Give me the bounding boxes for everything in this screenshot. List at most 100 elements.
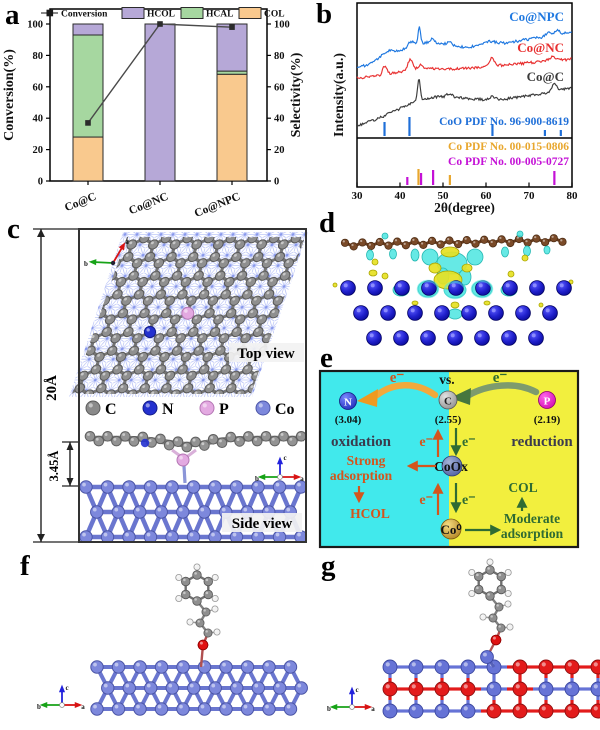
svg-text:Co@NC: Co@NC <box>517 40 564 55</box>
svg-text:Co@NPC: Co@NPC <box>509 9 564 24</box>
panel-e-label: e <box>320 342 333 374</box>
panel-f-co-slab-model: c b a <box>37 563 308 716</box>
svg-text:b: b <box>255 475 259 483</box>
svg-text:0: 0 <box>38 177 43 188</box>
svg-text:c: c <box>65 684 68 692</box>
top-view-label-bg <box>229 343 304 362</box>
coox-label: CoOx <box>434 459 468 474</box>
panel-g-label: g <box>321 550 336 582</box>
moderate-label: Moderate <box>504 511 560 526</box>
reduction-zone-bg <box>449 371 578 547</box>
svg-text:Co PDF No. 00-015-0806: Co PDF No. 00-015-0806 <box>448 141 569 153</box>
x-axis-title: 2θ(degree) <box>434 200 495 215</box>
cobalt-slab-side-view <box>80 480 305 541</box>
svg-text:Intensity(a.u.): Intensity(a.u.) <box>332 53 347 137</box>
svg-text:Conversion: Conversion <box>61 10 108 20</box>
electron-flow-arrow-to-n <box>373 382 439 399</box>
svg-text:a: a <box>371 705 375 713</box>
electron-label-down2: e⁻ <box>462 493 476 508</box>
curve-Co@C <box>356 79 573 127</box>
panel-d-charge-density <box>332 230 574 346</box>
legend-P-label: P <box>219 401 229 418</box>
graphene-side-view <box>84 431 307 484</box>
electron-flow-arrowhead-to-n <box>357 389 378 407</box>
vs-label: vs. <box>439 372 454 387</box>
panel-a-bar-chart: 0 0 20 20 40 40 60 60 80 80 100 100 Conversion HCOL HC… <box>2 7 304 220</box>
p-atom-sphere <box>538 391 556 409</box>
cinnamyl-molecule <box>175 563 221 668</box>
stacked-bars <box>72 23 248 182</box>
legend-N-label: N <box>162 401 174 418</box>
c-atom-symbol: C <box>444 396 452 408</box>
side-view-label: Side view <box>232 516 293 532</box>
conversion-line <box>85 21 235 126</box>
top-view-axis-indicator: ba <box>84 238 129 268</box>
co0-sphere <box>440 518 462 540</box>
p-atom-symbol: P <box>544 396 551 408</box>
bar-HCOL-Co@NPC <box>216 23 248 72</box>
svg-text:a: a <box>300 475 304 483</box>
svg-text:80: 80 <box>274 51 285 62</box>
structure-box-border <box>78 228 307 543</box>
gap-dimension: 3.45Å <box>47 441 79 487</box>
panel-b-xrd-plot: CoO PDF No. 96-900-8619 Co PDF No. 00-015… <box>332 2 579 215</box>
svg-text:0: 0 <box>274 177 279 188</box>
n-atom-symbol: N <box>344 397 352 409</box>
reduction-label: reduction <box>511 434 573 450</box>
svg-text:c: c <box>283 454 286 462</box>
svg-text:Selectivity(%): Selectivity(%) <box>289 52 304 137</box>
bar-HCOL-Co@NC <box>144 23 176 182</box>
svg-text:80: 80 <box>33 51 44 62</box>
svg-text:HCOL: HCOL <box>147 10 175 20</box>
svg-text:a: a <box>81 703 85 711</box>
svg-text:COL: COL <box>264 10 285 20</box>
electron-flow-arrowhead-to-c <box>450 388 471 405</box>
y-axis-ticks: 0 0 20 20 40 40 60 60 80 80 100 100 <box>27 20 290 188</box>
svg-text:80: 80 <box>567 190 579 202</box>
n-electronegativity: (3.04) <box>335 414 362 426</box>
svg-text:Conversion(%): Conversion(%) <box>2 49 17 141</box>
gap-dimension-label: 3.45Å <box>47 451 61 482</box>
electron-label-up1: e⁻ <box>419 435 433 450</box>
plot-frame <box>356 2 573 188</box>
strong-label: Strong <box>347 453 386 468</box>
graphene-chain <box>340 234 567 251</box>
curve-Co@NPC <box>356 26 573 68</box>
side-view-axis-indicator: c b a <box>255 454 304 483</box>
bar-COL-Co@NPC <box>216 73 248 182</box>
electron-label-n: e⁻ <box>390 370 405 386</box>
oxidation-label: oxidation <box>331 434 392 450</box>
panel-g-coo-slab-model: c b a <box>327 558 600 719</box>
electron-flow-arrow-to-c <box>465 382 540 399</box>
left-axis-title: Conversion(%) <box>2 49 17 141</box>
c-electronegativity: (2.55) <box>435 414 462 426</box>
p-electronegativity: (2.19) <box>534 414 561 426</box>
axis-indicator: c b a <box>37 684 85 711</box>
co0-label: Co⁰ <box>440 522 462 537</box>
svg-text:b: b <box>37 703 41 711</box>
panel-c-structure-model: 20Å 3.45Å ba C N P Co Top view Side view… <box>33 228 308 543</box>
svg-text:HCAL: HCAL <box>206 10 233 20</box>
panel-e-mechanism-diagram: vs. e⁻ e⁻ N (3.04) C (2.55) P (2.19) oxi… <box>318 369 580 549</box>
panel-f-label: f <box>20 550 30 582</box>
electron-label-up2: e⁻ <box>419 493 433 508</box>
hcol-label: HCOL <box>350 506 390 521</box>
xrd-curves: Co@NPC Co@NC Co@C <box>356 8 573 127</box>
element-legend: C N P Co <box>85 400 295 418</box>
svg-text:60: 60 <box>274 82 285 93</box>
col-label: COL <box>508 480 537 495</box>
reference-sticks: CoO PDF No. 96-900-8619 Co PDF No. 00-015… <box>383 116 569 185</box>
n-atom-sphere <box>339 392 357 410</box>
svg-text:Co@C: Co@C <box>527 69 564 84</box>
panel-a-label: a <box>5 0 20 31</box>
moderate-adsorption-label: adsorption <box>501 526 564 541</box>
panel-c-label: c <box>7 213 20 245</box>
cobalt-atom-rows <box>340 279 572 346</box>
curve-Co@NC <box>356 55 572 80</box>
svg-text:40: 40 <box>33 114 44 125</box>
svg-text:50: 50 <box>438 190 450 202</box>
svg-text:20: 20 <box>33 145 44 156</box>
legend-C-label: C <box>105 401 117 418</box>
electron-label-p: e⁻ <box>493 370 508 386</box>
